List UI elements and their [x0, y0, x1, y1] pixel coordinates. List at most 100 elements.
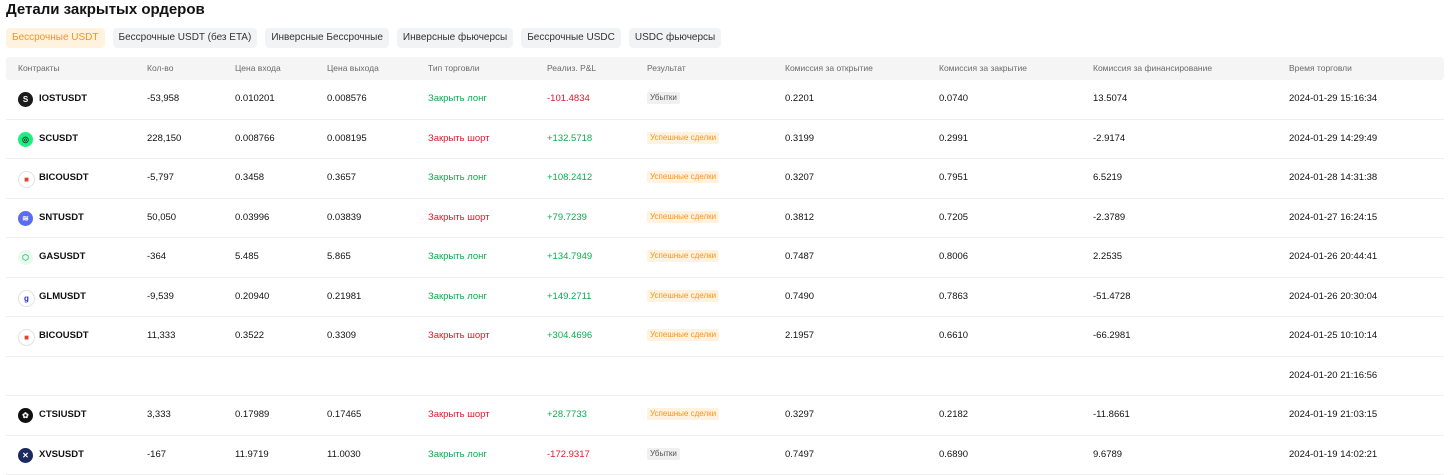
tab-usdc-futures[interactable]: USDC фьючерсы — [629, 28, 721, 48]
exit-price-cell: 11.0030 — [327, 436, 361, 475]
realized-pnl-cell: +132.5718 — [547, 120, 592, 159]
fee-funding-cell: 2.2535 — [1093, 238, 1122, 277]
contract-symbol[interactable]: BICOUSDT — [39, 317, 89, 356]
fee-close-cell: 0.2991 — [939, 120, 968, 159]
tab-usdt-perpetual[interactable]: Бессрочные USDT — [6, 28, 105, 48]
fee-close-cell: 0.8006 — [939, 238, 968, 277]
bico-icon: ■ — [18, 329, 35, 346]
fee-close-cell: 0.7951 — [939, 159, 968, 198]
trade-type-cell: Закрыть лонг — [428, 80, 487, 119]
fee-open-cell: 2.1957 — [785, 317, 814, 356]
contract-symbol[interactable]: IOSTUSDT — [39, 80, 87, 119]
trade-time-cell: 2024-01-26 20:44:41 — [1289, 238, 1377, 277]
contract-symbol[interactable]: CTSIUSDT — [39, 396, 87, 435]
gas-icon: ⬡ — [18, 250, 33, 265]
fee-open-cell: 0.7497 — [785, 436, 814, 475]
result-cell: Успешные сделки — [647, 159, 719, 198]
trade-type-cell: Закрыть лонг — [428, 278, 487, 317]
fee-open-cell: 0.7487 — [785, 238, 814, 277]
realized-pnl-cell: +108.2412 — [547, 159, 592, 198]
fee-funding-cell: -51.4728 — [1093, 278, 1131, 317]
realized-pnl-cell: -101.4834 — [547, 80, 590, 119]
contract-symbol[interactable]: GLMUSDT — [39, 278, 86, 317]
fee-funding-cell: 9.6789 — [1093, 436, 1122, 475]
column-header-fee-open: Комиссия за открытие — [785, 57, 873, 80]
contract-symbol[interactable]: SCUSDT — [39, 120, 78, 159]
sc-icon: ◎ — [18, 132, 33, 147]
snt-icon: ≋ — [18, 211, 33, 226]
fee-open-cell: 0.7490 — [785, 278, 814, 317]
table-header: Контракты Кол-во Цена входа Цена выхода … — [6, 57, 1444, 80]
fee-funding-cell: -2.9174 — [1093, 120, 1125, 159]
result-badge: Убытки — [647, 448, 680, 460]
result-badge: Успешные сделки — [647, 211, 719, 223]
trade-type-cell: Закрыть шорт — [428, 199, 490, 238]
fee-close-cell: 0.7205 — [939, 199, 968, 238]
result-cell: Успешные сделки — [647, 278, 719, 317]
column-header-exit-price: Цена выхода — [327, 57, 379, 80]
qty-cell: -167 — [147, 436, 166, 475]
column-header-fee-close: Комиссия за закрытие — [939, 57, 1027, 80]
result-badge: Успешные сделки — [647, 290, 719, 302]
column-header-realized-pnl: Реализ. P&L — [547, 57, 596, 80]
exit-price-cell: 0.3309 — [327, 317, 356, 356]
result-cell: Убытки — [647, 436, 680, 475]
iost-icon: S — [18, 92, 33, 107]
fee-funding-cell: 13.5074 — [1093, 80, 1127, 119]
bico-icon: ■ — [18, 171, 35, 188]
glm-icon: g — [18, 290, 35, 307]
result-cell: Успешные сделки — [647, 199, 719, 238]
closed-orders-table: Контракты Кол-во Цена входа Цена выхода … — [6, 57, 1444, 475]
contract-symbol[interactable]: BICOUSDT — [39, 159, 89, 198]
entry-price-cell: 0.3458 — [235, 159, 264, 198]
trade-time-cell: 2024-01-25 10:10:14 — [1289, 317, 1377, 356]
qty-cell: 11,333 — [147, 317, 175, 356]
exit-price-cell: 0.3657 — [327, 159, 356, 198]
column-header-entry-price: Цена входа — [235, 57, 281, 80]
result-badge: Успешные сделки — [647, 408, 719, 420]
column-header-trade-time: Время торговли — [1289, 57, 1352, 80]
contract-symbol[interactable]: SNTUSDT — [39, 199, 84, 238]
fee-open-cell: 0.3297 — [785, 396, 814, 435]
entry-price-cell: 0.03996 — [235, 199, 269, 238]
contract-symbol[interactable]: GASUSDT — [39, 238, 85, 277]
column-header-qty: Кол-во — [147, 57, 173, 80]
realized-pnl-cell: +304.4696 — [547, 317, 592, 356]
column-header-trade-type: Тип торговли — [428, 57, 479, 80]
tab-usdc-perpetual[interactable]: Бессрочные USDC — [521, 28, 621, 48]
tab-inverse-futures[interactable]: Инверсные фьючерсы — [397, 28, 513, 48]
qty-cell: 228,150 — [147, 120, 181, 159]
fee-open-cell: 0.2201 — [785, 80, 814, 119]
exit-price-cell: 0.008576 — [327, 80, 367, 119]
result-badge: Успешные сделки — [647, 329, 719, 341]
fee-close-cell: 0.6890 — [939, 436, 968, 475]
fee-open-cell: 0.3199 — [785, 120, 814, 159]
result-cell: Убытки — [647, 80, 680, 119]
tab-usdt-perpetual-no-eta[interactable]: Бессрочные USDT (без ETA) — [113, 28, 258, 48]
table-row[interactable]: 2024-01-20 21:16:56 — [6, 357, 1444, 397]
realized-pnl-cell: +134.7949 — [547, 238, 592, 277]
entry-price-cell: 0.3522 — [235, 317, 264, 356]
entry-price-cell: 0.17989 — [235, 396, 269, 435]
realized-pnl-cell: +149.2711 — [547, 278, 591, 317]
qty-cell: -364 — [147, 238, 166, 277]
trade-time-cell: 2024-01-20 21:16:56 — [1289, 357, 1377, 396]
fee-close-cell: 0.7863 — [939, 278, 968, 317]
result-badge: Успешные сделки — [647, 132, 719, 144]
trade-time-cell: 2024-01-29 14:29:49 — [1289, 120, 1377, 159]
trade-time-cell: 2024-01-19 14:02:21 — [1289, 436, 1377, 475]
result-badge: Успешные сделки — [647, 171, 719, 183]
trade-type-cell: Закрыть лонг — [428, 238, 487, 277]
contract-symbol[interactable]: XVSUSDT — [39, 436, 84, 475]
tab-inverse-perpetual[interactable]: Инверсные Бессрочные — [265, 28, 389, 48]
